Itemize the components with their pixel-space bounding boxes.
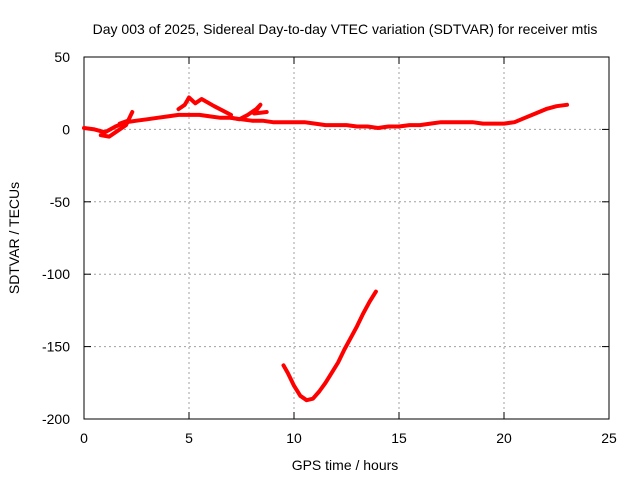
plot-area <box>82 95 569 403</box>
series-line-2 <box>281 289 378 403</box>
chart-title: Day 003 of 2025, Sidereal Day-to-day VTE… <box>93 21 598 37</box>
y-tick-label: 50 <box>54 49 70 65</box>
axis-frame <box>83 56 610 420</box>
x-tick-label: 15 <box>391 430 407 446</box>
x-tick-label: 5 <box>185 430 193 446</box>
x-tick-label: 10 <box>286 430 302 446</box>
series-line-4 <box>176 95 233 117</box>
x-axis-ticks: 0 5 10 15 20 25 <box>80 57 617 446</box>
y-tick-label: 0 <box>62 121 70 137</box>
series-line-5 <box>229 102 269 122</box>
grid-lines <box>84 57 609 419</box>
y-tick-label: -150 <box>42 339 70 355</box>
x-tick-label: 20 <box>496 430 512 446</box>
y-tick-label: -100 <box>42 266 70 282</box>
y-tick-label: -200 <box>42 411 70 427</box>
x-axis-label: GPS time / hours <box>292 457 399 473</box>
x-tick-label: 0 <box>80 430 88 446</box>
x-tick-label: 25 <box>601 430 617 446</box>
y-axis-ticks: -200 -150 -100 -50 0 50 <box>42 49 609 427</box>
series-line-3 <box>98 110 135 139</box>
y-axis-label: SDTVAR / TECUs <box>6 182 22 294</box>
y-tick-label: -50 <box>50 194 70 210</box>
series-line-1 <box>82 102 569 135</box>
plot-border <box>83 56 610 420</box>
